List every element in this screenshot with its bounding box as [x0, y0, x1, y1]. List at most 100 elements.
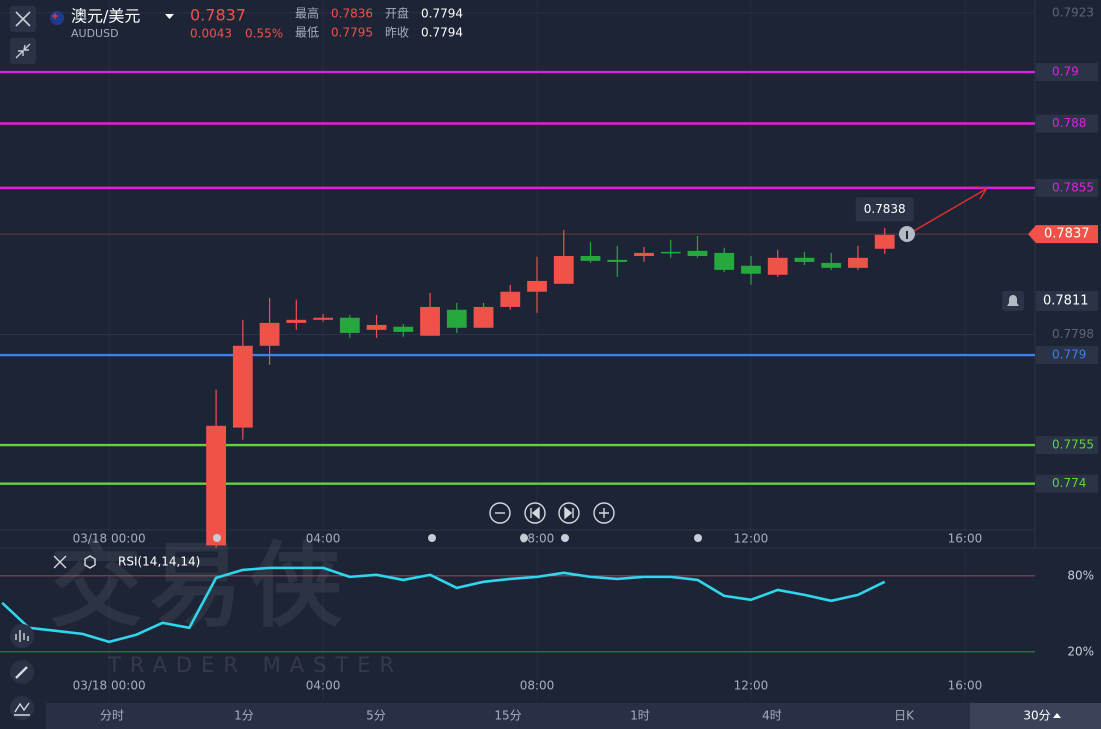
level-label: 0.7755: [1052, 438, 1094, 452]
stat-value: 0.7794: [421, 26, 463, 40]
line-tool-icon: [14, 702, 30, 716]
selected-tab-bg: [970, 703, 1101, 729]
candle-body: [366, 324, 387, 330]
level-label: 0.788: [1052, 116, 1086, 130]
x-tick-label: 08:00: [520, 532, 555, 546]
candle-body: [313, 317, 333, 320]
selected-tab[interactable]: 30分: [1023, 709, 1050, 723]
rsi-tick-label: 80%: [1067, 568, 1094, 582]
next-icon: [564, 506, 574, 520]
high-tooltip: [855, 197, 914, 222]
stat-value: 0.7795: [331, 26, 373, 40]
level-tag: [1036, 63, 1098, 82]
prev-button[interactable]: [524, 502, 546, 524]
rsi-line: [1, 566, 886, 644]
level-tag: [1036, 474, 1098, 493]
price: 0.7837: [190, 6, 246, 25]
tab[interactable]: 15分: [494, 709, 521, 723]
alert-tag: [1036, 291, 1098, 312]
last-price-label: 0.7837: [1044, 227, 1090, 242]
candle-body: [687, 250, 708, 256]
tab[interactable]: 1分: [234, 709, 254, 723]
alert-label: 0.7811: [1043, 294, 1089, 309]
tabs: 分时 1分 5分 15分 1时 4时 日K: [100, 709, 915, 723]
rsi-settings[interactable]: [84, 555, 96, 569]
x-tick-label: 12:00: [734, 532, 769, 546]
x-tick-label: 08:00: [520, 679, 555, 693]
side-tools: [10, 555, 96, 720]
watermark-text: TRADER MASTER: [107, 653, 403, 677]
indicator-icon: [15, 630, 29, 642]
x-tick-label: 16:00: [948, 679, 983, 693]
zoom-in-button[interactable]: [593, 502, 615, 524]
candle-body: [660, 251, 681, 254]
last-price-tag: [1028, 225, 1098, 244]
stat-value: 0.7836: [331, 7, 373, 21]
y-tick-label: 0.7923: [1052, 5, 1094, 19]
zoom-out-button[interactable]: [489, 502, 511, 524]
level-label: 0.774: [1052, 476, 1086, 490]
shrink-icon: [15, 43, 31, 59]
candle-body: [446, 309, 467, 328]
tab[interactable]: 4时: [762, 709, 782, 723]
y-tick-label: 0.7798: [1052, 327, 1094, 341]
stat-label: 最低: [295, 26, 319, 40]
candle-body: [580, 255, 601, 261]
candle-body: [714, 252, 735, 270]
grid: 03/18 00:00 03/18 00:00 04:00 04:00 08:00 08:…: [0, 0, 1101, 700]
stat-label: 昨收: [385, 26, 409, 40]
candle-body: [232, 345, 253, 428]
candle-body: [259, 322, 280, 346]
next-button[interactable]: [558, 502, 580, 524]
flag-cross: [52, 13, 58, 19]
level-label: 0.779: [1052, 348, 1086, 362]
dropdown-icon[interactable]: [165, 14, 174, 19]
tab[interactable]: 日K: [894, 709, 915, 723]
pencil-icon: [15, 666, 28, 679]
x-tick-label: 16:00: [948, 532, 983, 546]
levels: 0.79 0.788 0.7855 0.779 0.7755 0.774 0.7837 0.7…: [0, 63, 1098, 493]
marker[interactable]: [520, 534, 528, 542]
candle-body: [206, 425, 226, 546]
rsi-close[interactable]: [53, 555, 67, 569]
x-tick-label: 12:00: [734, 679, 769, 693]
marker[interactable]: [428, 534, 436, 542]
candle-body: [393, 326, 414, 332]
indicator-button[interactable]: [10, 624, 34, 648]
symbol-code: AUDUSD: [71, 27, 119, 40]
level-tag: [1036, 346, 1098, 365]
candle-body: [794, 257, 815, 262]
tab[interactable]: 分时: [100, 709, 124, 723]
x-tick-label: 04:00: [306, 679, 341, 693]
level-tag: [1036, 436, 1098, 455]
level-label: 0.79: [1052, 65, 1079, 79]
candle-body: [286, 319, 307, 323]
candle-body: [848, 257, 868, 268]
tab[interactable]: 1时: [630, 709, 650, 723]
change: 0.0043: [190, 27, 232, 41]
rsi-title: RSI(14,14,14): [118, 555, 200, 569]
tab-up-icon: [1053, 713, 1061, 718]
candle-body: [821, 262, 842, 268]
close-icon: [15, 11, 31, 27]
candle-body: [553, 255, 574, 284]
marker[interactable]: [694, 534, 702, 542]
candle-body: [500, 291, 521, 307]
timeline-markers: [213, 534, 702, 542]
stat-label: 最高: [295, 6, 319, 21]
flag-icon: [50, 11, 64, 25]
stats: 最高 0.7836 开盘 0.7794 最低 0.7795 昨收 0.7794: [295, 6, 463, 40]
symbol-title[interactable]: 澳元/美元: [71, 7, 140, 26]
marker[interactable]: [561, 534, 569, 542]
candle-body: [767, 257, 788, 275]
stat-value: 0.7794: [421, 7, 463, 21]
tab[interactable]: 5分: [366, 709, 386, 723]
rsi-tick-label: 20%: [1067, 644, 1094, 658]
marker[interactable]: [213, 534, 221, 542]
candles: [206, 227, 895, 548]
candle-body: [420, 306, 440, 336]
candle-body: [339, 317, 360, 333]
